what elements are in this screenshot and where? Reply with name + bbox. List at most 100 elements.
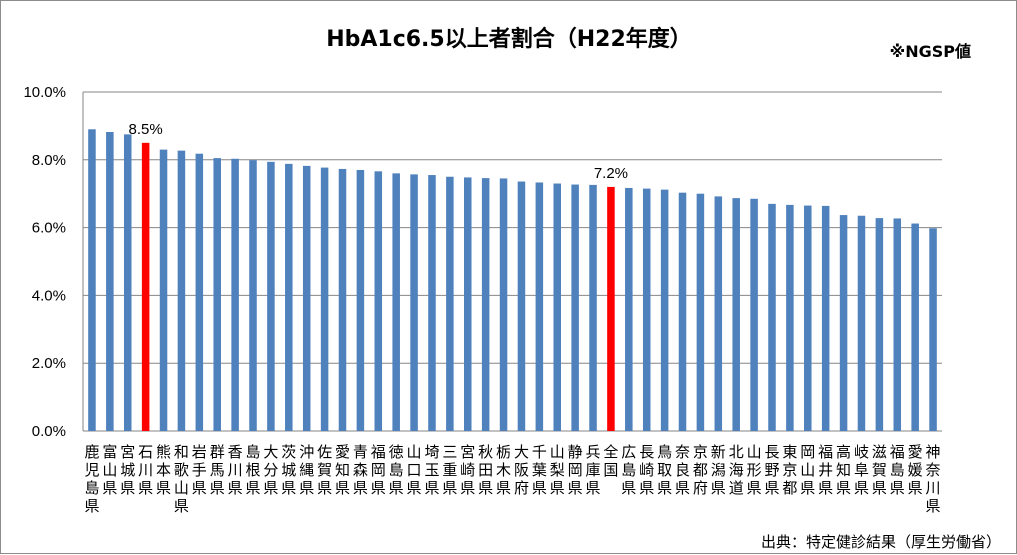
category-label-富山県: 富山県 (102, 443, 117, 497)
source-note: 出典：特定健診結果（厚生労働省） (761, 533, 1001, 551)
category-label-広島県: 広島県 (621, 443, 636, 497)
bar-高知県 (839, 215, 848, 431)
bar-鳥取県 (660, 189, 669, 431)
bar-長野県 (768, 203, 776, 431)
bar-群馬県 (213, 158, 221, 431)
category-label-大阪府: 大阪府 (514, 443, 529, 497)
y-tick-label: 6.0% (32, 220, 66, 237)
bar-熊本県 (159, 149, 168, 431)
category-label-静岡県: 静岡県 (568, 443, 583, 497)
bar-鹿児島県 (88, 129, 96, 432)
bar-福井県 (821, 205, 830, 431)
y-tick-label: 10.0% (23, 84, 66, 101)
category-label-宮城県: 宮城県 (120, 443, 135, 497)
x-axis-categories: 鹿児島県富山県宮城県石川県熊本県和歌山県岩手県群馬県香川県島根県大分県茨城県沖縄… (84, 443, 940, 515)
bar-和歌山県 (177, 150, 186, 431)
bar-沖縄県 (302, 165, 311, 431)
category-label-茨城県: 茨城県 (281, 443, 296, 497)
bar-静岡県 (571, 184, 579, 431)
y-tick-label: 2.0% (32, 355, 66, 372)
bar-神奈川県 (929, 228, 937, 431)
bar-山梨県 (553, 183, 561, 431)
bar-山形県 (750, 198, 758, 431)
category-label-三重県: 三重県 (442, 443, 457, 497)
bar-石川県 (141, 142, 150, 431)
data-label-全国: 7.2% (594, 165, 628, 182)
y-axis: 0.0% 2.0% 4.0% 6.0% 8.0% 10.0% (23, 84, 942, 440)
bar-広島県 (625, 187, 633, 431)
bar-山口県 (410, 174, 418, 431)
bar-岡山県 (804, 205, 812, 431)
category-label-奈良県: 奈良県 (675, 443, 690, 497)
category-label-沖縄県: 沖縄県 (299, 443, 314, 497)
bar-福岡県 (374, 171, 383, 431)
category-label-熊本県: 熊本県 (156, 443, 171, 497)
category-label-和歌山県: 和歌山県 (174, 443, 189, 515)
bar-東京都 (786, 204, 794, 431)
category-label-岡山県: 岡山県 (800, 443, 815, 497)
category-label-島根県: 島根県 (246, 443, 261, 497)
category-label-大分県: 大分県 (263, 443, 278, 497)
category-label-宮崎県: 宮崎県 (460, 443, 475, 497)
category-label-滋賀県: 滋賀県 (872, 443, 887, 497)
y-tick-label: 8.0% (32, 152, 66, 169)
data-labels: 8.5% 7.2% (129, 121, 628, 182)
category-label-福島県: 福島県 (890, 443, 905, 497)
ngsp-note: ※NGSP値 (890, 42, 971, 61)
bar-兵庫県 (589, 184, 597, 431)
y-tick-label: 0.0% (32, 423, 66, 440)
category-label-長野県: 長野県 (764, 443, 779, 497)
bar-千葉県 (535, 182, 544, 431)
bar-青森県 (356, 169, 365, 431)
bar-徳島県 (392, 173, 400, 432)
category-label-栃木県: 栃木県 (496, 443, 511, 497)
bar-北海道 (732, 198, 740, 431)
category-label-神奈川県: 神奈川県 (926, 443, 941, 515)
category-label-東京都: 東京都 (782, 443, 797, 497)
category-label-鹿児島県: 鹿児島県 (84, 443, 99, 515)
category-label-山形県: 山形県 (747, 443, 762, 497)
category-label-群馬県: 群馬県 (210, 443, 225, 497)
bar-新潟県 (714, 196, 723, 431)
bar-福島県 (893, 218, 902, 431)
bar-秋田県 (481, 178, 490, 431)
bar-島根県 (249, 160, 257, 431)
bars (88, 129, 937, 432)
bar-大阪府 (517, 181, 526, 431)
category-label-福岡県: 福岡県 (371, 443, 386, 497)
category-label-愛知県: 愛知県 (335, 443, 350, 497)
bar-愛媛県 (911, 223, 919, 431)
bar-京都府 (696, 193, 705, 431)
bar-岐阜県 (857, 215, 866, 431)
category-label-山梨県: 山梨県 (550, 443, 565, 497)
category-label-愛媛県: 愛媛県 (908, 443, 923, 497)
category-label-佐賀県: 佐賀県 (317, 443, 332, 497)
bar-栃木県 (499, 178, 508, 431)
category-label-岐阜県: 岐阜県 (854, 443, 869, 497)
bar-愛知県 (338, 168, 347, 431)
bar-富山県 (106, 132, 114, 431)
bar-滋賀県 (875, 218, 884, 431)
category-label-徳島県: 徳島県 (389, 443, 404, 497)
bar-三重県 (446, 176, 454, 431)
category-label-山口県: 山口県 (407, 443, 422, 497)
bar-奈良県 (678, 192, 687, 431)
category-label-兵庫県: 兵庫県 (586, 443, 601, 497)
category-label-北海道: 北海道 (729, 443, 744, 497)
bar-全国 (607, 186, 615, 431)
bar-香川県 (231, 158, 239, 431)
category-label-青森県: 青森県 (353, 443, 368, 497)
category-label-石川県: 石川県 (138, 443, 153, 497)
bar-佐賀県 (320, 167, 329, 431)
category-label-埼玉県: 埼玉県 (424, 443, 439, 497)
bar-茨城県 (285, 163, 293, 431)
bar-宮城県 (123, 134, 132, 432)
category-label-長崎県: 長崎県 (639, 443, 654, 497)
category-label-高知県: 高知県 (836, 443, 851, 497)
gridlines (83, 91, 942, 364)
bar-埼玉県 (428, 175, 436, 431)
category-label-秋田県: 秋田県 (478, 443, 493, 497)
category-label-岩手県: 岩手県 (192, 443, 207, 497)
category-label-千葉県: 千葉県 (532, 443, 547, 497)
